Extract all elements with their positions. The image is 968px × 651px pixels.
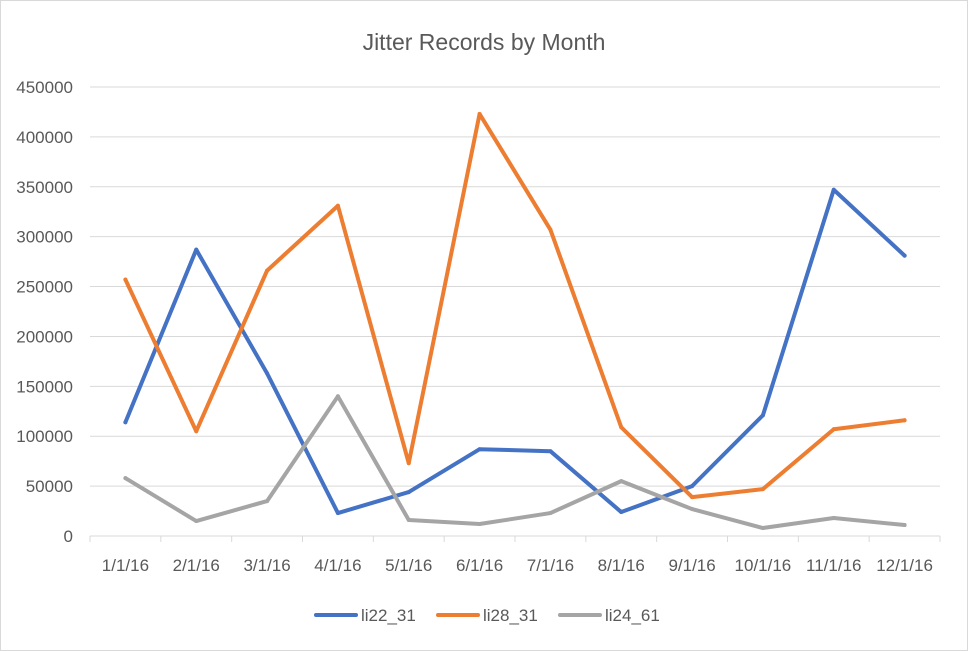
data-point <box>548 449 553 454</box>
series-line-li22_31 <box>123 187 907 516</box>
y-axis: 0 50000 100000 150000 200000 250000 300000 3500… <box>16 78 73 546</box>
data-point <box>265 499 270 504</box>
x-tick-label: 6/1/16 <box>456 556 503 575</box>
legend-item-li24_61: li24_61 <box>558 606 660 625</box>
legend-item-li28_31: li28_31 <box>436 606 538 625</box>
x-tick-label: 9/1/16 <box>668 556 715 575</box>
data-point <box>123 476 128 481</box>
data-point <box>690 507 695 512</box>
data-point <box>265 371 270 376</box>
data-point <box>477 111 482 116</box>
x-tick-label: 8/1/16 <box>598 556 645 575</box>
y-tick-label: 350000 <box>16 178 73 197</box>
data-point <box>406 461 411 466</box>
x-tick-label: 3/1/16 <box>243 556 290 575</box>
y-tick-label: 50000 <box>26 477 73 496</box>
x-tick-label: 2/1/16 <box>173 556 220 575</box>
x-tick-label: 7/1/16 <box>527 556 574 575</box>
x-tick-label: 5/1/16 <box>385 556 432 575</box>
y-tick-label: 150000 <box>16 377 73 396</box>
legend-label: li24_61 <box>605 606 660 625</box>
data-point <box>548 227 553 232</box>
data-point <box>760 487 765 492</box>
data-point <box>619 425 624 430</box>
data-point <box>194 247 199 252</box>
data-point <box>548 511 553 516</box>
data-point <box>831 187 836 192</box>
data-point <box>335 394 340 399</box>
data-point <box>265 268 270 273</box>
legend-label: li28_31 <box>483 606 538 625</box>
data-point <box>335 203 340 208</box>
data-point <box>477 522 482 527</box>
chart-title: Jitter Records by Month <box>363 29 606 55</box>
series-lines <box>123 111 907 531</box>
y-tick-label: 250000 <box>16 278 73 297</box>
data-point <box>902 418 907 423</box>
data-point <box>760 413 765 418</box>
data-point <box>902 523 907 528</box>
x-tick-label: 1/1/16 <box>102 556 149 575</box>
data-point <box>831 427 836 432</box>
data-point <box>690 484 695 489</box>
data-point <box>194 429 199 434</box>
y-tick-label: 400000 <box>16 128 73 147</box>
data-point <box>194 519 199 524</box>
y-tick-label: 0 <box>64 527 73 546</box>
series-line-li24_61 <box>123 394 907 531</box>
y-tick-label: 450000 <box>16 78 73 97</box>
legend-label: li22_31 <box>361 606 416 625</box>
x-tick-label: 4/1/16 <box>314 556 361 575</box>
gridlines <box>90 86 940 537</box>
data-point <box>902 253 907 258</box>
y-tick-label: 300000 <box>16 228 73 247</box>
data-point <box>760 526 765 531</box>
legend: li22_31 li28_31 li24_61 <box>314 606 660 625</box>
series-line-li28_31 <box>123 111 907 500</box>
y-tick-label: 100000 <box>16 427 73 446</box>
legend-item-li22_31: li22_31 <box>314 606 416 625</box>
x-tick-label: 12/1/16 <box>876 556 933 575</box>
x-axis: 1/1/16 2/1/16 3/1/16 4/1/16 5/1/16 6/1/16 7/1/… <box>89 535 941 575</box>
x-tick-label: 10/1/16 <box>735 556 792 575</box>
y-tick-label: 200000 <box>16 327 73 346</box>
data-point <box>619 479 624 484</box>
data-point <box>477 447 482 452</box>
data-point <box>335 511 340 516</box>
x-tick-label: 11/1/16 <box>806 556 861 575</box>
data-point <box>831 516 836 521</box>
data-point <box>406 518 411 523</box>
data-point <box>123 277 128 282</box>
data-point <box>123 420 128 425</box>
data-point <box>690 495 695 500</box>
data-point <box>619 510 624 515</box>
data-point <box>406 490 411 495</box>
